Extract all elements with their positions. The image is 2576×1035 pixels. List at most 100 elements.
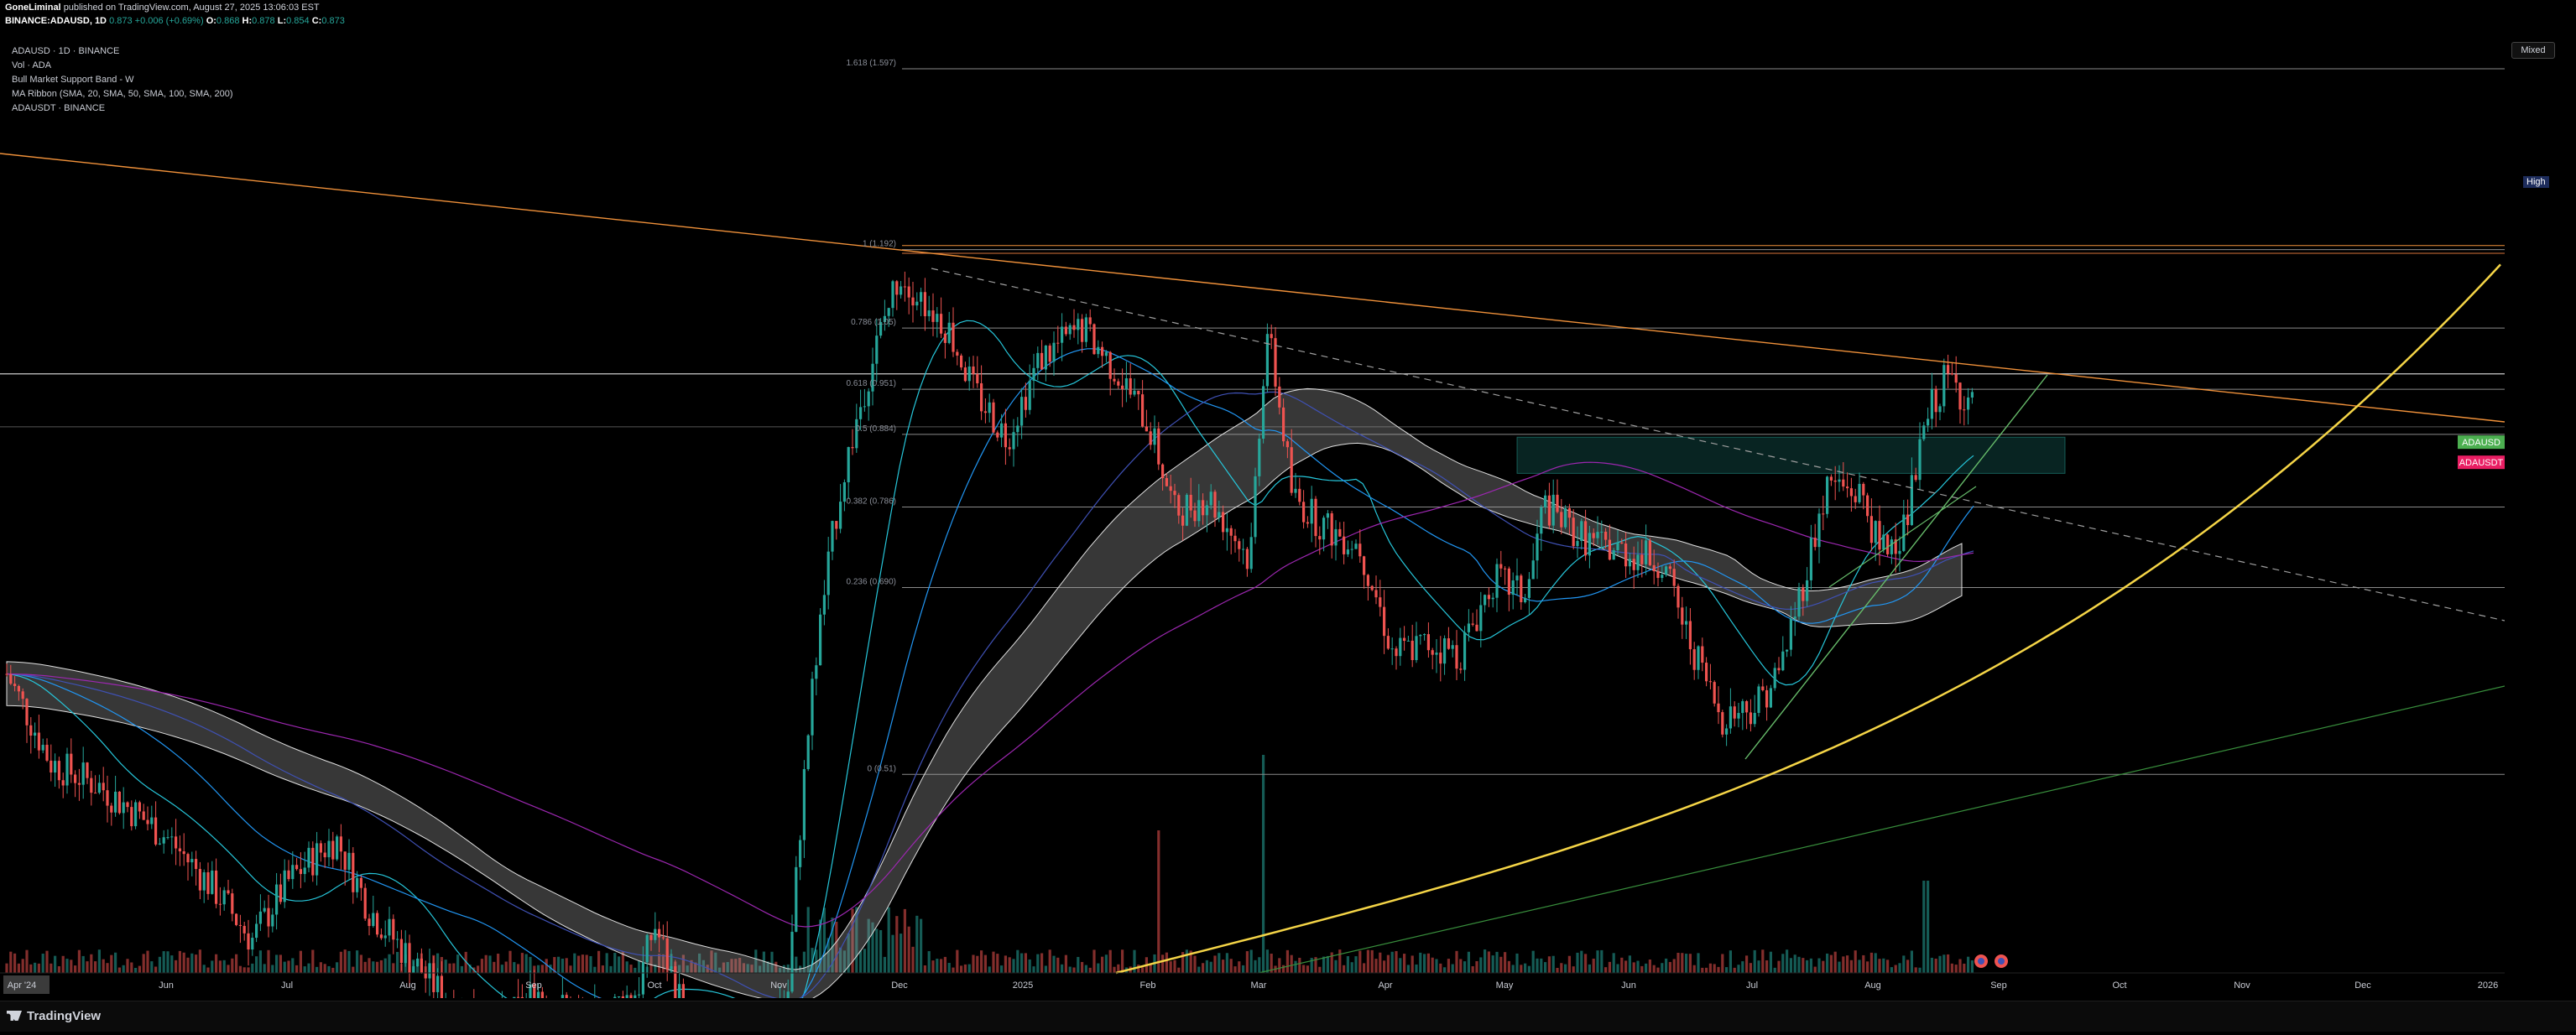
volume-bar — [170, 955, 174, 973]
candle-body — [97, 783, 101, 793]
scale-mode-button[interactable]: Mixed — [2511, 42, 2555, 59]
candle-body — [1249, 537, 1253, 570]
candle-body — [1302, 502, 1306, 523]
tradingview-logo[interactable]: TradingView — [7, 1009, 101, 1023]
volume-bar — [839, 947, 842, 973]
volume-bar — [678, 965, 681, 973]
symbol-label[interactable]: BINANCE:ADAUSD, 1D — [5, 16, 107, 26]
volume-bar — [77, 949, 81, 973]
volume-bar — [158, 956, 161, 973]
time-axis[interactable]: Apr '24 Jun Jul Aug Sep Oct Nov Dec 2025 Feb Mar Ap… — [3, 975, 2498, 994]
volume-bar — [1918, 967, 1922, 973]
candle-body — [1749, 712, 1752, 725]
volume-bar — [1233, 966, 1237, 973]
legend-item-symbol[interactable]: ADAUSD · 1D · BINANCE — [12, 46, 120, 56]
volume-bar — [50, 963, 53, 973]
candle-body — [1934, 388, 1937, 413]
ohlc-header: BINANCE:ADAUSD, 1D 0.873 +0.006 (+0.69%)… — [5, 16, 345, 26]
publisher-name[interactable]: GoneLiminal — [5, 3, 61, 13]
volume-bar — [1032, 966, 1035, 973]
candle-body — [1765, 689, 1769, 708]
candle-body — [222, 890, 226, 905]
candle-body — [1431, 650, 1434, 655]
candle-body — [1745, 701, 1749, 713]
volume-bar — [448, 963, 451, 973]
volume-bar — [1576, 952, 1579, 973]
candle-body — [1531, 560, 1535, 580]
candle-body — [638, 994, 641, 996]
candle-body — [1817, 513, 1821, 548]
candle-body — [540, 991, 544, 998]
volume-bar — [581, 954, 584, 973]
volume-bar — [1950, 963, 1953, 973]
candle-body — [827, 551, 830, 596]
candle-body — [1576, 540, 1579, 547]
candle-body — [1265, 334, 1269, 387]
volume-bar — [1866, 961, 1869, 973]
time-label: Feb — [1140, 980, 1156, 991]
candle-body — [408, 943, 411, 974]
volume-bar — [74, 965, 77, 973]
candle-body — [1088, 317, 1092, 325]
volume-bar — [1169, 961, 1172, 973]
volume-bar — [1008, 957, 1011, 973]
candle-body — [665, 938, 669, 970]
candle-body — [1202, 500, 1205, 516]
candle-body — [1363, 556, 1366, 575]
legend-item-bmsb[interactable]: Bull Market Support Band - W — [12, 75, 134, 85]
legend-item-ma-ribbon[interactable]: MA Ribbon (SMA, 20, SMA, 50, SMA, 100, S… — [12, 89, 233, 99]
candle-body — [336, 836, 339, 860]
adausdt-tag-label-bg — [2458, 455, 2505, 470]
volume-bar — [967, 964, 971, 973]
candle-body — [1668, 566, 1671, 570]
volume-bar — [25, 949, 29, 973]
volume-bar — [97, 949, 101, 973]
volume-bar — [70, 960, 73, 973]
volume-bar — [1463, 961, 1467, 973]
volume-bar — [1298, 957, 1301, 973]
candle-body — [1447, 638, 1450, 649]
candle-body — [1781, 651, 1785, 671]
candle-body — [670, 966, 673, 970]
green-uptrend-steep — [1744, 374, 2048, 760]
volume-bar — [1117, 964, 1120, 973]
candle-body — [887, 308, 890, 316]
legend-item-volume[interactable]: Vol · ADA — [12, 60, 52, 70]
candle-body — [307, 847, 310, 868]
high-badge-label: High — [2526, 176, 2546, 187]
volume-bar — [130, 962, 133, 973]
volume-bar — [1072, 967, 1076, 973]
volume-bar — [927, 951, 931, 973]
volume-bar — [923, 965, 926, 973]
volume-bar — [1121, 949, 1124, 973]
volume-bar — [1334, 960, 1338, 973]
volume-bar — [722, 962, 725, 973]
volume-bar — [947, 963, 951, 973]
candle-body — [1697, 646, 1700, 670]
candle-body — [1822, 513, 1825, 515]
volume-bar — [1004, 955, 1007, 973]
volume-bar — [1849, 960, 1853, 973]
candle-body — [255, 923, 258, 939]
volume-bar — [714, 952, 717, 973]
trendlines — [0, 153, 2505, 975]
candle-body — [86, 762, 89, 778]
candle-body — [37, 732, 40, 751]
volume-bar — [150, 961, 154, 973]
candle-body — [1343, 536, 1346, 554]
volume-bar — [1729, 950, 1732, 973]
candle-body — [1688, 621, 1692, 650]
candle-body — [70, 753, 73, 775]
candle-body — [1608, 539, 1611, 560]
volume-bar — [508, 950, 512, 973]
volume-bar — [452, 963, 456, 973]
candle-body — [134, 802, 138, 827]
candle-body — [1068, 325, 1072, 335]
volume-bar — [90, 954, 93, 973]
volume-bar — [613, 953, 617, 973]
legend-item-compare[interactable]: ADAUSDT · BINANCE — [12, 103, 106, 113]
candle-body — [315, 843, 319, 876]
volume-bar — [182, 952, 185, 973]
